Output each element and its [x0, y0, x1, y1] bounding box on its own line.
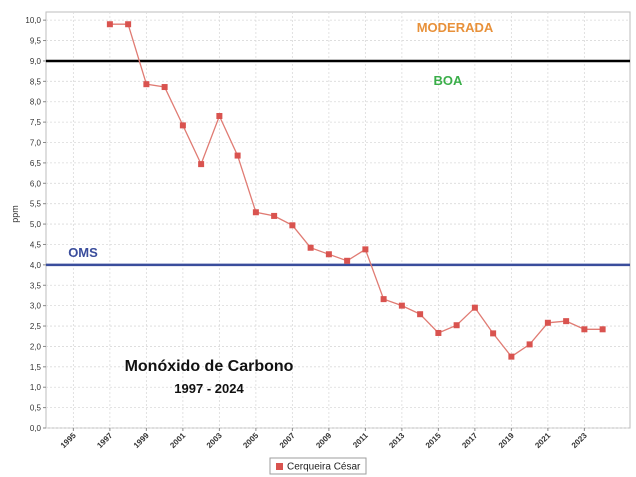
data-point: [599, 326, 606, 333]
y-tick-label: 9,0: [30, 57, 42, 66]
data-point: [362, 246, 369, 253]
data-point: [161, 84, 168, 91]
data-point: [198, 161, 205, 168]
data-point: [417, 311, 424, 318]
y-tick-label: 0,5: [30, 404, 42, 413]
legend-marker-icon: [276, 463, 283, 470]
data-point: [289, 222, 296, 229]
data-point: [179, 122, 186, 129]
data-point: [143, 81, 150, 88]
chart-title: Monóxido de Carbono: [125, 358, 294, 375]
y-tick-label: 5,5: [30, 200, 42, 209]
data-point: [398, 302, 405, 309]
y-tick-label: 5,0: [30, 220, 42, 229]
y-tick-label: 6,5: [30, 159, 42, 168]
y-tick-label: 8,5: [30, 77, 42, 86]
y-tick-label: 4,5: [30, 240, 42, 249]
y-tick-label: 10,0: [25, 16, 41, 25]
legend-label: Cerqueira César: [287, 462, 361, 473]
y-tick-label: 1,0: [30, 383, 42, 392]
data-point: [252, 209, 259, 216]
y-tick-label: 1,5: [30, 363, 42, 372]
data-point: [471, 304, 478, 311]
data-point: [271, 212, 278, 219]
data-point: [490, 330, 497, 337]
data-point: [581, 326, 588, 333]
data-point: [344, 257, 351, 264]
data-point: [435, 329, 442, 336]
y-tick-label: 2,5: [30, 322, 42, 331]
data-point: [234, 152, 241, 159]
data-point: [508, 353, 515, 360]
y-tick-label: 0,0: [30, 424, 42, 433]
y-tick-label: 7,0: [30, 139, 42, 148]
y-tick-label: 4,0: [30, 261, 42, 270]
y-tick-label: 8,0: [30, 98, 42, 107]
y-axis-label: ppm: [10, 205, 20, 223]
data-point: [544, 319, 551, 326]
y-tick-label: 2,0: [30, 342, 42, 351]
data-point: [526, 341, 533, 348]
y-tick-label: 3,5: [30, 281, 42, 290]
data-point: [453, 322, 460, 329]
data-point: [325, 251, 332, 258]
legend-frame: [269, 457, 367, 475]
series: [106, 21, 606, 360]
data-point: [125, 21, 132, 28]
data-point: [380, 296, 387, 303]
data-point: [106, 21, 113, 28]
reference-label-boa: BOA: [434, 73, 464, 88]
reference-label-oms: OMS: [68, 245, 98, 260]
y-tick-label: 3,0: [30, 302, 42, 311]
data-point: [307, 244, 314, 251]
reference-lines: [46, 59, 630, 267]
series-line: [109, 23, 603, 358]
y-axis-ticks: 0,0 0,5 1,0 1,5 2,0 2,5 3,0 3,5 4,0 4,5 5,0 5,5 6,0 6…: [25, 16, 46, 433]
reference-label-moderada: MODERADA: [417, 20, 494, 35]
data-point: [216, 113, 223, 119]
y-tick-label: 9,5: [30, 37, 42, 46]
data-point: [563, 318, 570, 325]
y-tick-label: 6,0: [30, 179, 42, 188]
y-tick-label: 7,5: [30, 118, 42, 127]
legend: Cerqueira César: [269, 457, 367, 475]
chart-subtitle: 1997 - 2024: [174, 381, 244, 396]
